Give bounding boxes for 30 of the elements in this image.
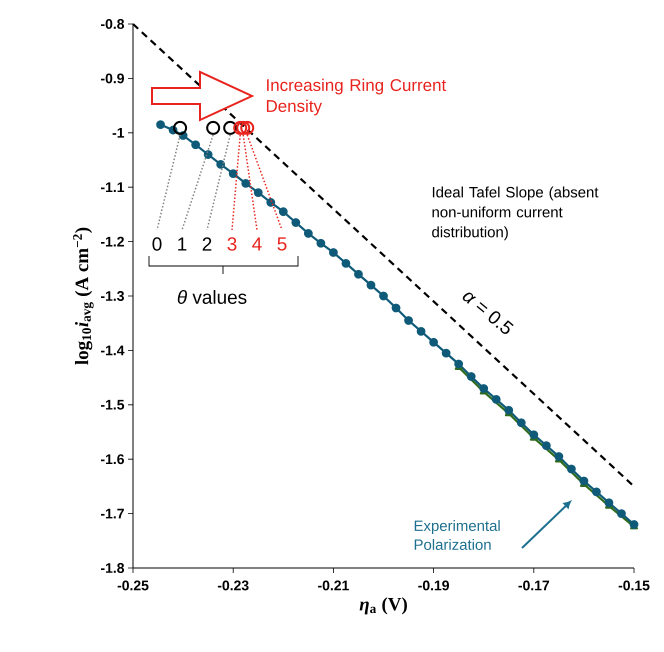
annotation: 3 (227, 237, 236, 251)
annotation: α = 0.5 (462, 292, 514, 334)
y-tick-label: -1.4 (100, 346, 124, 356)
annotation: 1 (178, 237, 186, 251)
x-tick-label: -0.25 (118, 580, 149, 590)
y-tick-label: -1.6 (100, 454, 124, 464)
y-tick-label: -1 (112, 128, 124, 138)
y-tick-label: -0.8 (100, 19, 124, 29)
x-axis-title: η$_{a}$ (V) (360, 597, 407, 614)
y-tick-label: -1.3 (100, 291, 124, 301)
annotation: 2 (202, 237, 212, 251)
y-tick-label: -1.7 (100, 508, 124, 518)
x-tick-label: -0.17 (518, 580, 550, 590)
annotation: 0 (152, 237, 162, 251)
annotation: Ideal Tafel Slope (absent non-uniform current distribution) (432, 186, 598, 240)
y-tick-label: -1.5 (100, 400, 124, 410)
annotation: Experimental Polarization (414, 520, 500, 550)
annotation: 5 (277, 237, 286, 251)
annotation: Increasing Ring Current Density (266, 78, 446, 116)
y-tick-label: -1.2 (100, 236, 124, 246)
x-tick-label: -0.23 (218, 580, 249, 590)
y-tick-label: -1.1 (100, 182, 124, 192)
y-tick-label: -1.8 (100, 563, 124, 573)
x-tick-label: -0.19 (418, 580, 449, 590)
y-axis-title: log$_{10}$i$_{avg}$ (A cm$^{−2}$) (73, 228, 94, 365)
x-tick-label: -0.21 (318, 580, 349, 590)
y-tick-label: -0.9 (100, 73, 124, 84)
annotation: θ values (178, 290, 246, 304)
annotation: 4 (252, 237, 262, 251)
x-tick-label: -0.15 (618, 580, 650, 590)
